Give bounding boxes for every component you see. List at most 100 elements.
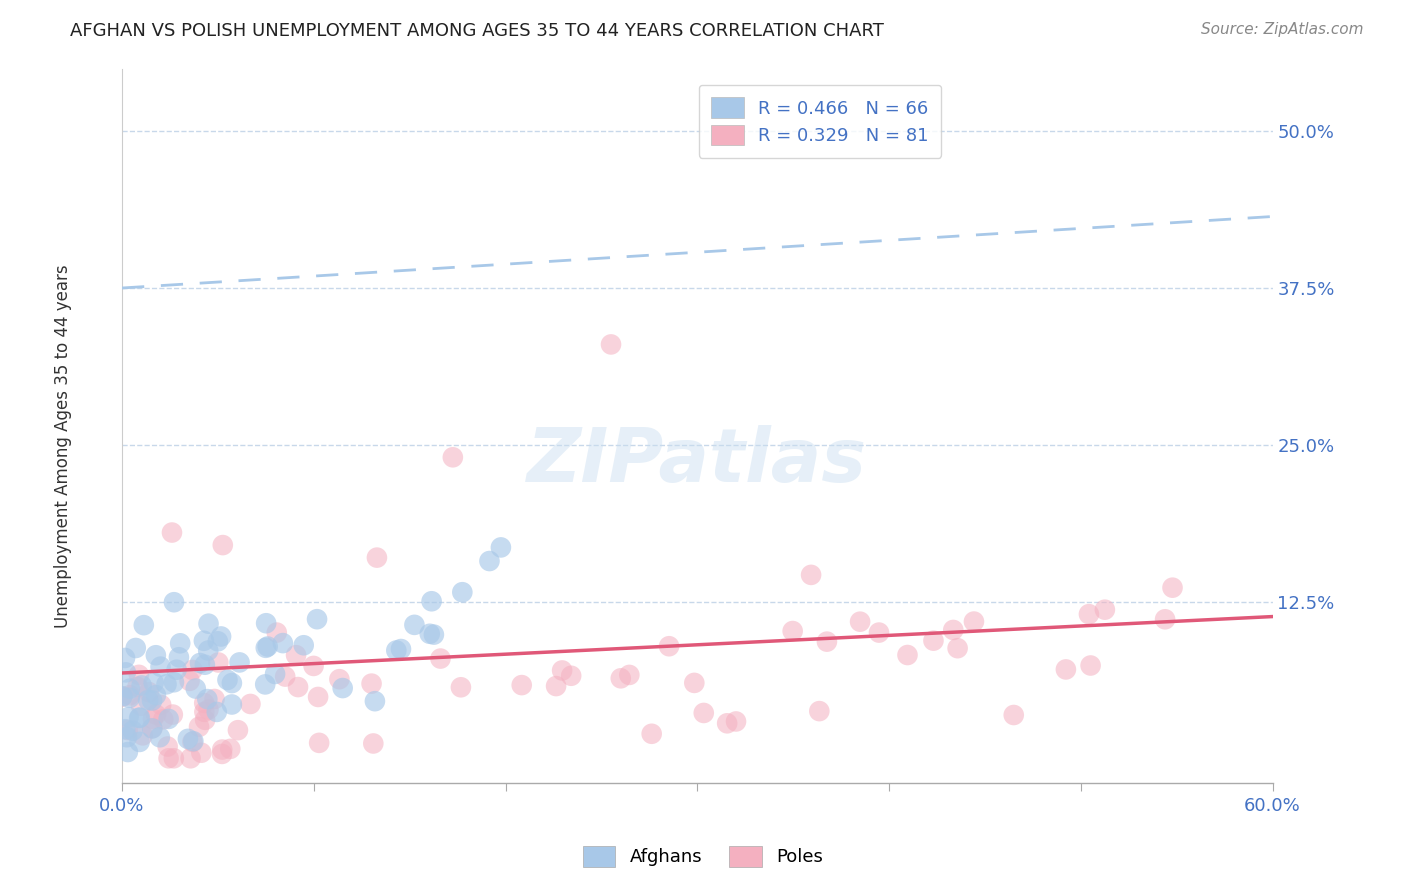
Point: [197, 616, 219, 631]
Point: [180, 751, 202, 765]
Point: [128, 711, 150, 725]
Point: [128, 735, 150, 749]
Point: [131, 678, 153, 692]
Point: [160, 525, 183, 540]
Point: [128, 668, 150, 682]
Point: [478, 554, 501, 568]
Point: [211, 742, 233, 756]
Legend: R = 0.466   N = 66, R = 0.329   N = 81: R = 0.466 N = 66, R = 0.329 N = 81: [699, 85, 942, 158]
Point: [254, 677, 277, 691]
Point: [188, 656, 211, 670]
Point: [118, 681, 141, 696]
Point: [163, 675, 186, 690]
Point: [963, 615, 986, 629]
Point: [136, 693, 159, 707]
Point: [619, 668, 641, 682]
Point: [155, 677, 177, 691]
Point: [800, 567, 823, 582]
Point: [1077, 607, 1099, 622]
Point: [193, 696, 215, 710]
Point: [207, 656, 229, 670]
Point: [546, 679, 568, 693]
Point: [716, 716, 738, 731]
Point: [285, 648, 308, 662]
Point: [239, 697, 262, 711]
Point: [204, 692, 226, 706]
Point: [121, 723, 143, 738]
Point: [169, 636, 191, 650]
Point: [142, 675, 165, 690]
Point: [166, 663, 188, 677]
Point: [125, 640, 148, 655]
Point: [207, 634, 229, 648]
Point: [141, 722, 163, 736]
Point: [128, 710, 150, 724]
Point: [946, 641, 969, 656]
Point: [302, 659, 325, 673]
Point: [179, 673, 201, 688]
Point: [117, 723, 139, 737]
Point: [441, 450, 464, 465]
Point: [217, 673, 239, 687]
Point: [274, 670, 297, 684]
Point: [163, 595, 186, 609]
Point: [132, 618, 155, 632]
Point: [145, 648, 167, 663]
Point: [183, 734, 205, 748]
Point: [360, 676, 382, 690]
Point: [115, 730, 138, 744]
Point: [610, 671, 633, 685]
Point: [332, 681, 354, 695]
Point: [254, 640, 277, 655]
Point: [896, 648, 918, 662]
Point: [149, 731, 172, 745]
Point: [181, 735, 204, 749]
Point: [194, 657, 217, 672]
Point: [693, 706, 716, 720]
Point: [209, 630, 232, 644]
Point: [366, 550, 388, 565]
Point: [211, 538, 233, 552]
Point: [114, 651, 136, 665]
Point: [419, 627, 441, 641]
Point: [141, 693, 163, 707]
Point: [163, 751, 186, 765]
Text: AFGHAN VS POLISH UNEMPLOYMENT AMONG AGES 35 TO 44 YEARS CORRELATION CHART: AFGHAN VS POLISH UNEMPLOYMENT AMONG AGES…: [70, 22, 884, 40]
Point: [1002, 708, 1025, 723]
Point: [868, 625, 890, 640]
Point: [254, 616, 277, 631]
Point: [451, 585, 474, 599]
Legend: Afghans, Poles: Afghans, Poles: [575, 838, 831, 874]
Point: [256, 640, 278, 654]
Point: [156, 739, 179, 754]
Point: [266, 625, 288, 640]
Point: [111, 690, 134, 704]
Point: [489, 541, 512, 555]
Point: [197, 643, 219, 657]
Point: [115, 665, 138, 680]
Point: [132, 728, 155, 742]
Point: [389, 642, 412, 657]
Point: [328, 672, 350, 686]
Point: [188, 720, 211, 734]
Point: [118, 690, 141, 705]
Point: [157, 751, 180, 765]
Point: [782, 624, 804, 638]
Point: [129, 698, 152, 713]
Point: [1154, 612, 1177, 626]
Point: [510, 678, 533, 692]
Point: [184, 681, 207, 696]
Point: [271, 636, 294, 650]
Point: [385, 643, 408, 657]
Point: [815, 634, 838, 648]
Point: [683, 676, 706, 690]
Point: [162, 707, 184, 722]
Point: [177, 731, 200, 746]
Point: [221, 676, 243, 690]
Point: [145, 688, 167, 702]
Point: [922, 633, 945, 648]
Point: [167, 650, 190, 665]
Point: [404, 618, 426, 632]
Point: [808, 704, 831, 718]
Point: [190, 746, 212, 760]
